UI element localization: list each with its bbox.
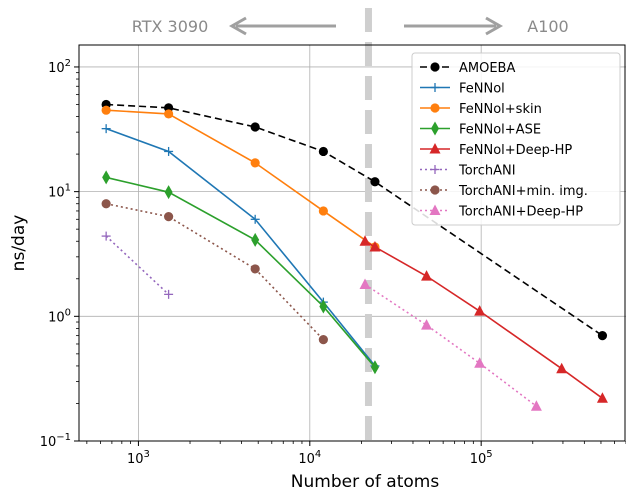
data-point bbox=[318, 335, 328, 345]
data-point bbox=[319, 299, 328, 314]
plot-frame bbox=[78, 44, 626, 442]
data-point bbox=[250, 214, 260, 224]
legend-entry: FeNNol bbox=[420, 82, 505, 97]
legend-marker bbox=[430, 83, 440, 92]
data-point bbox=[474, 357, 486, 368]
hardware-annotations: RTX 3090 A100 bbox=[132, 16, 569, 36]
data-point bbox=[164, 185, 173, 200]
series-1 bbox=[101, 124, 380, 371]
legend-entry: TorchANI+Deep-HP bbox=[420, 204, 583, 220]
right-arrow-icon bbox=[404, 16, 504, 36]
legend-label: FeNNol+ASE bbox=[459, 123, 541, 138]
x-tick-label: 104 bbox=[298, 449, 321, 467]
legend-marker bbox=[429, 204, 441, 215]
x-tick-label: 105 bbox=[470, 449, 493, 467]
legend-label: FeNNol bbox=[459, 82, 505, 97]
data-point bbox=[359, 235, 371, 246]
legend: AMOEBA FeNNol FeNNol+skin FeNNol+ASE FeNNol+… bbox=[411, 52, 621, 226]
legend-label: FeNNol+skin bbox=[459, 102, 542, 117]
legend-entry: FeNNol+skin bbox=[420, 102, 542, 117]
series-line bbox=[364, 283, 537, 407]
legend-entry: TorchANI+min. img. bbox=[420, 184, 588, 199]
data-point bbox=[250, 158, 260, 168]
legend-entry: FeNNol+ASE bbox=[420, 121, 541, 138]
y-tick-label: 100 bbox=[48, 307, 71, 325]
data-point bbox=[318, 146, 328, 157]
data-point bbox=[251, 232, 260, 247]
series-line bbox=[106, 103, 603, 337]
ticks: 103 104 105 10−1 100 101 102 bbox=[40, 58, 626, 467]
series-line bbox=[106, 109, 376, 248]
data-point bbox=[359, 278, 371, 289]
data-point bbox=[556, 362, 568, 374]
series-5 bbox=[101, 231, 174, 299]
legend-label: TorchANI+Deep-HP bbox=[458, 205, 583, 220]
legend-entry: TorchANI bbox=[420, 164, 516, 179]
data-point bbox=[318, 206, 328, 216]
data-point bbox=[370, 360, 379, 375]
series-6 bbox=[101, 199, 328, 345]
series-3 bbox=[102, 170, 379, 375]
data-point bbox=[250, 264, 260, 274]
legend-marker bbox=[430, 165, 440, 174]
legend-entry: FeNNol+Deep-HP bbox=[420, 143, 572, 158]
series-layer bbox=[101, 99, 608, 411]
y-tick-label: 102 bbox=[48, 58, 71, 76]
y-axis-title: ns/day bbox=[9, 215, 29, 272]
legend-box bbox=[411, 52, 621, 226]
data-point bbox=[101, 124, 111, 134]
data-point bbox=[421, 270, 433, 281]
x-axis-title: Number of atoms bbox=[291, 472, 440, 491]
legend-marker bbox=[430, 62, 440, 72]
legend-marker bbox=[430, 185, 440, 195]
legend-label: AMOEBA bbox=[459, 61, 515, 76]
data-point bbox=[101, 199, 111, 209]
series-line bbox=[105, 176, 376, 368]
data-point bbox=[164, 146, 174, 156]
y-tick-label: 10−1 bbox=[40, 432, 71, 450]
data-point bbox=[597, 331, 608, 341]
legend-label: TorchANI+min. img. bbox=[458, 184, 588, 199]
data-point bbox=[164, 289, 174, 299]
series-2 bbox=[101, 105, 380, 252]
left-annotation-label: RTX 3090 bbox=[132, 17, 209, 36]
left-arrow-icon bbox=[228, 16, 336, 36]
data-point bbox=[102, 170, 111, 185]
data-point bbox=[370, 177, 380, 187]
data-point bbox=[164, 109, 174, 119]
series-line bbox=[105, 202, 324, 341]
legend-entry: AMOEBA bbox=[420, 61, 515, 76]
series-7 bbox=[359, 278, 542, 411]
series-line bbox=[105, 235, 170, 295]
data-point bbox=[369, 240, 381, 252]
data-point bbox=[474, 305, 486, 316]
legend-marker bbox=[429, 143, 441, 154]
data-point bbox=[164, 212, 174, 222]
legend-label: FeNNol+Deep-HP bbox=[459, 143, 572, 158]
y-tick-label: 101 bbox=[48, 183, 71, 201]
right-annotation-label: A100 bbox=[527, 17, 568, 36]
data-point bbox=[596, 392, 608, 403]
legend-marker bbox=[431, 121, 439, 136]
data-point bbox=[250, 122, 260, 132]
legend-label: TorchANI bbox=[458, 164, 516, 179]
x-tick-label: 103 bbox=[127, 449, 150, 467]
series-line bbox=[364, 240, 603, 399]
series-line bbox=[105, 127, 376, 367]
data-point bbox=[421, 319, 433, 330]
series-4 bbox=[359, 235, 608, 403]
legend-marker bbox=[430, 103, 440, 113]
data-point bbox=[530, 400, 542, 411]
data-point bbox=[101, 231, 111, 241]
data-point bbox=[101, 105, 111, 115]
